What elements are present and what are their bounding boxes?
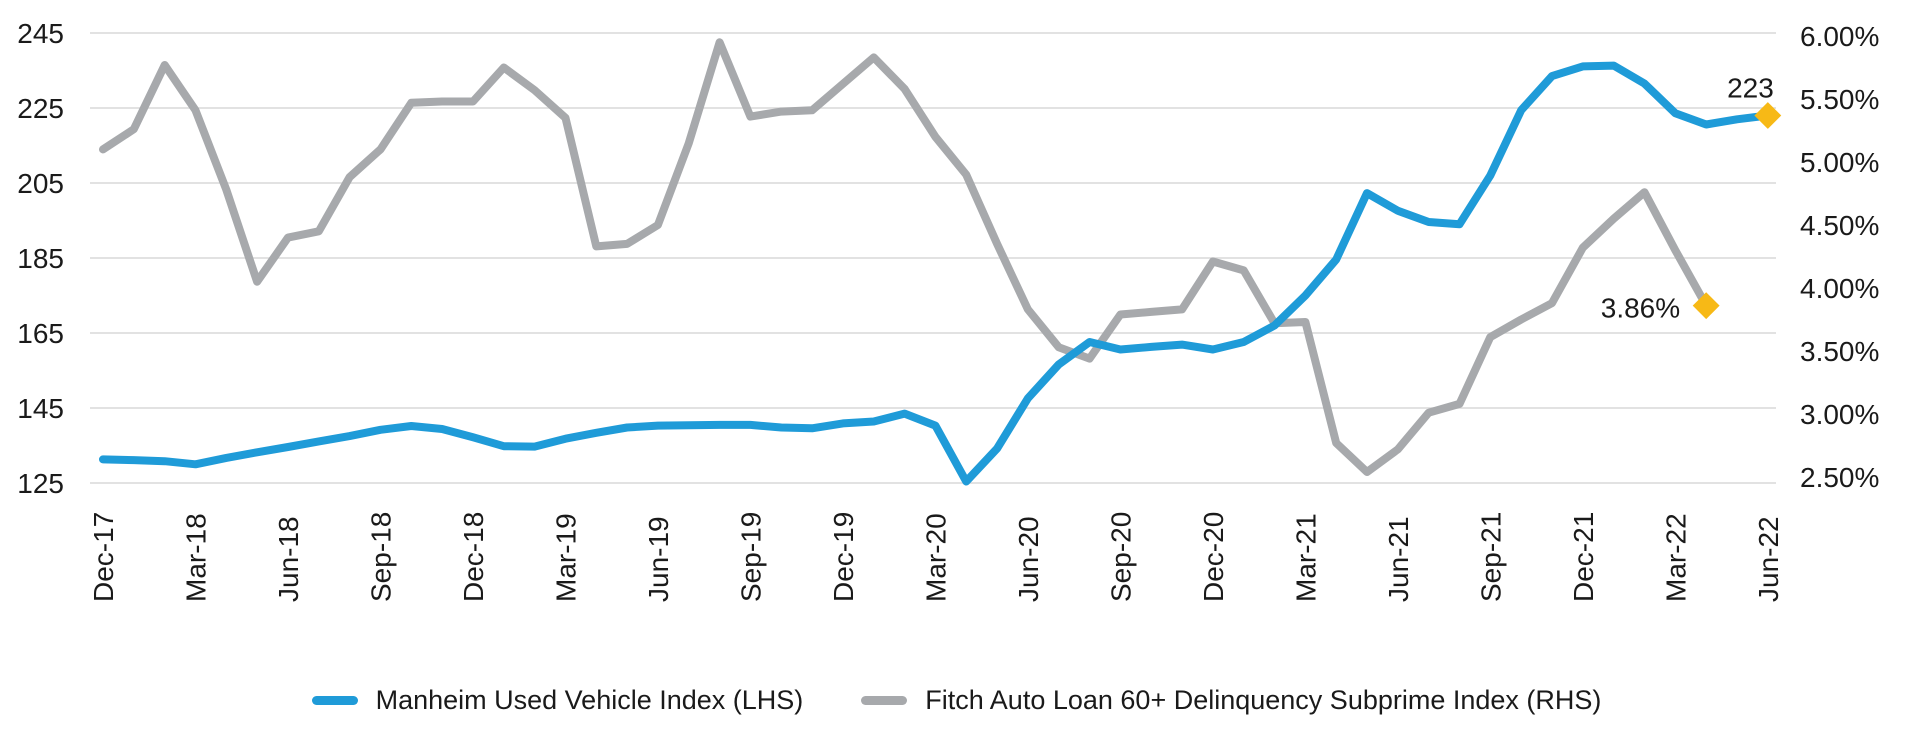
x-axis-label: Mar-22 (1660, 513, 1691, 602)
right-axis-label: 4.50% (1800, 210, 1879, 241)
right-axis-label: 3.00% (1800, 399, 1879, 430)
left-axis-label: 225 (17, 93, 64, 124)
manheim-end-value-label: 223 (1727, 73, 1774, 104)
x-axis-label: Mar-19 (550, 513, 581, 602)
x-axis-label: Dec-18 (458, 512, 489, 602)
right-axis-label: 6.00% (1800, 21, 1879, 52)
x-axis-label: Jun-19 (643, 516, 674, 602)
x-axis-label: Sep-18 (365, 512, 396, 602)
x-axis-label: Jun-20 (1013, 516, 1044, 602)
right-axis-label: 2.50% (1800, 462, 1879, 493)
x-axis-label: Dec-21 (1568, 512, 1599, 602)
x-axis-label: Dec-17 (88, 512, 119, 602)
x-axis-label: Sep-19 (735, 512, 766, 602)
left-axis-label: 145 (17, 393, 64, 424)
legend-label-manheim: Manheim Used Vehicle Index (LHS) (375, 684, 804, 715)
manheim-series-line (99, 61, 1772, 486)
right-axis-label: 3.50% (1800, 336, 1879, 367)
legend-label-fitch: Fitch Auto Loan 60+ Delinquency Subprime… (925, 684, 1602, 715)
left-axis-label: 125 (17, 468, 64, 499)
left-axis-label: 165 (17, 318, 64, 349)
x-axis-label: Mar-20 (920, 513, 951, 602)
right-axis-label: 5.00% (1800, 147, 1879, 178)
x-axis-label: Sep-20 (1105, 512, 1136, 602)
legend-item-fitch: Fitch Auto Loan 60+ Delinquency Subprime… (861, 685, 1601, 716)
legend: Manheim Used Vehicle Index (LHS) Fitch A… (0, 680, 1913, 720)
manheim-end-diamond-marker (1754, 102, 1782, 129)
x-axis-label: Mar-21 (1290, 513, 1321, 602)
x-axis-label: Jun-18 (273, 516, 304, 602)
left-axis-label: 205 (17, 168, 64, 199)
x-axis-label: Dec-20 (1198, 512, 1229, 602)
manheim-line-swatch (311, 695, 358, 705)
x-axis-label: Sep-21 (1475, 512, 1506, 602)
legend-item-manheim: Manheim Used Vehicle Index (LHS) (311, 684, 804, 716)
x-axis-label: Mar-18 (180, 513, 211, 602)
right-axis-label: 4.00% (1800, 273, 1879, 304)
x-axis-label: Dec-19 (828, 512, 859, 602)
left-axis-label: 245 (17, 18, 64, 49)
x-axis-label: Jun-21 (1383, 516, 1414, 602)
x-axis-label: Jun-22 (1753, 516, 1784, 602)
fitch-end-value-label: 3.86% (1601, 293, 1680, 324)
dual-axis-line-chart: 245 225 205 185 165 145 125 6.00% 5.50% 5.00% 4.50… (17, 18, 1879, 602)
left-axis-label: 185 (17, 243, 64, 274)
chart-canvas: 245 225 205 185 165 145 125 6.00% 5.50% 5.00% 4.50… (17, 18, 1879, 602)
fitch-series-line (99, 38, 1711, 476)
fitch-line-swatch (861, 695, 908, 705)
right-axis-label: 5.50% (1800, 84, 1879, 115)
